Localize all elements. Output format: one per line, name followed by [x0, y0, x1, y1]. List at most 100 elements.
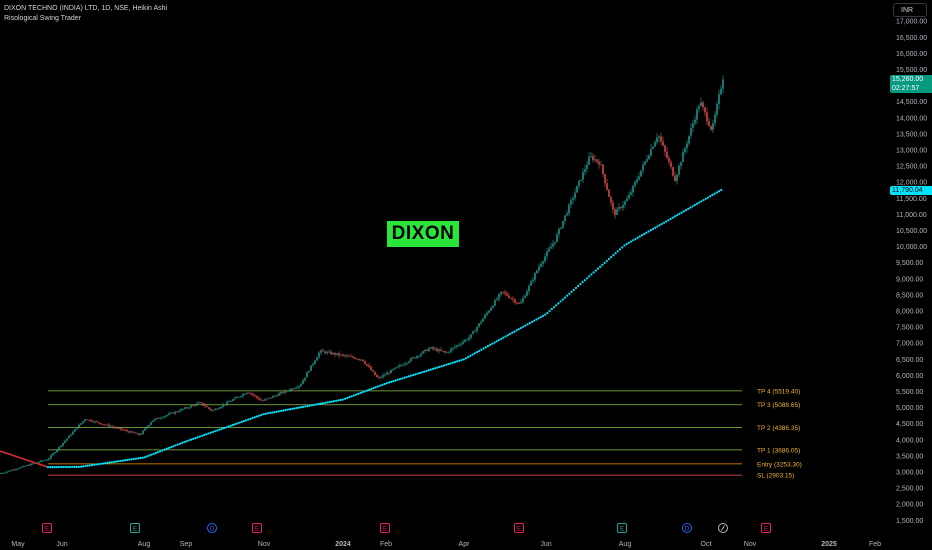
trail-dot	[464, 357, 468, 360]
candle-body	[334, 352, 336, 355]
level-label: SL (2903.15)	[757, 473, 794, 480]
split-marker-glyph	[721, 525, 725, 531]
candle-body	[682, 152, 684, 163]
time-tick: Sep	[180, 541, 193, 548]
candle-body	[436, 348, 438, 352]
earnings-marker[interactable]	[252, 523, 262, 533]
candle-body	[18, 468, 20, 470]
trail-dot	[244, 419, 248, 422]
split-marker[interactable]	[718, 523, 728, 533]
earnings-marker[interactable]	[617, 523, 627, 533]
trail-dot	[152, 452, 155, 455]
currency-button[interactable]: INR	[893, 3, 927, 17]
candle-body	[410, 358, 412, 362]
earnings-marker[interactable]	[380, 523, 390, 533]
time-axis[interactable]: May Jun Aug Sep Nov 2024 Feb Apr Jun Aug Oct Nov 202…	[11, 541, 881, 548]
trail-dot	[209, 431, 212, 434]
candle-body	[190, 405, 192, 408]
trail-dot	[596, 267, 600, 270]
candle-body	[302, 380, 304, 384]
candle-body	[130, 431, 132, 433]
trail-dot	[398, 378, 402, 381]
trail-dot	[370, 387, 373, 391]
trail-dot	[434, 367, 437, 370]
trail-dot	[436, 366, 439, 369]
trail-dot	[515, 329, 518, 332]
candle-body	[114, 427, 116, 428]
candle-body	[394, 367, 396, 370]
price-tick: 7,000.00	[896, 341, 923, 348]
earnings-marker[interactable]	[514, 523, 524, 533]
candle-body	[412, 357, 414, 359]
candle-body	[218, 408, 220, 410]
trail-dot	[385, 382, 388, 385]
candle-body	[242, 394, 244, 397]
trail-dot	[346, 396, 349, 400]
candle-body	[196, 403, 198, 406]
trail-dot	[361, 391, 364, 394]
candle-body	[346, 355, 348, 357]
earnings-marker[interactable]	[761, 523, 771, 533]
candle-body	[518, 303, 520, 305]
trail-dot	[695, 202, 699, 205]
candle-body	[106, 424, 108, 426]
candle-body	[56, 449, 58, 453]
trail-dot	[343, 397, 347, 400]
trail-dot	[141, 456, 144, 459]
trail-dot	[273, 410, 276, 414]
trail-dot	[671, 216, 674, 219]
trail-dot	[495, 340, 498, 343]
candle-body	[578, 180, 580, 186]
trail-dot	[75, 465, 78, 468]
trail-dot	[704, 197, 707, 200]
trail-dot	[480, 348, 483, 351]
earnings-marker[interactable]	[42, 523, 52, 533]
price-tick: 14,000.00	[896, 115, 927, 122]
trail-dot	[284, 408, 287, 412]
candle-body	[42, 460, 44, 462]
candle-body	[388, 372, 390, 374]
trail-dot	[324, 401, 327, 404]
candle-body	[6, 471, 8, 473]
trail-dot	[53, 466, 56, 469]
candle-body	[82, 421, 84, 424]
candle-body	[546, 251, 548, 257]
trail-dot	[500, 337, 503, 340]
trail-dot	[691, 205, 694, 208]
candle-body	[714, 114, 716, 124]
candle-body	[690, 128, 692, 136]
trail-dot	[161, 449, 164, 452]
trail-dot	[117, 460, 120, 463]
trail-dot	[618, 248, 622, 251]
trail-dot	[702, 198, 705, 202]
ticker-logo: DIXON	[387, 221, 459, 247]
trail-dot	[167, 446, 171, 450]
dividend-marker[interactable]	[207, 523, 217, 533]
candle-body	[584, 169, 586, 172]
trail-dot	[128, 458, 131, 461]
candle-body	[206, 406, 208, 408]
time-tick: Nov	[744, 541, 757, 548]
candle-body	[260, 399, 262, 401]
trail-dot	[381, 383, 384, 386]
trailing-stop	[0, 188, 723, 469]
candle-body	[556, 234, 558, 242]
dividend-marker[interactable]	[682, 523, 692, 533]
trail-dot	[159, 450, 162, 453]
candle-body	[376, 375, 378, 378]
trail-dot	[416, 372, 419, 375]
trail-dot	[632, 239, 635, 242]
trail-dot	[706, 196, 710, 199]
trail-dot	[453, 360, 457, 364]
candle-body	[140, 434, 142, 435]
trail-dot	[183, 440, 186, 444]
price-axis[interactable]: 17,000.00 16,500.00 16,000.00 15,500.00 14,5…	[896, 19, 927, 525]
candle-body	[684, 148, 686, 153]
candle-body	[704, 107, 706, 113]
trail-dot	[557, 302, 560, 305]
trail-dot	[260, 413, 263, 417]
candle-body	[132, 431, 134, 433]
earnings-marker[interactable]	[130, 523, 140, 533]
trail-dot	[62, 465, 65, 469]
